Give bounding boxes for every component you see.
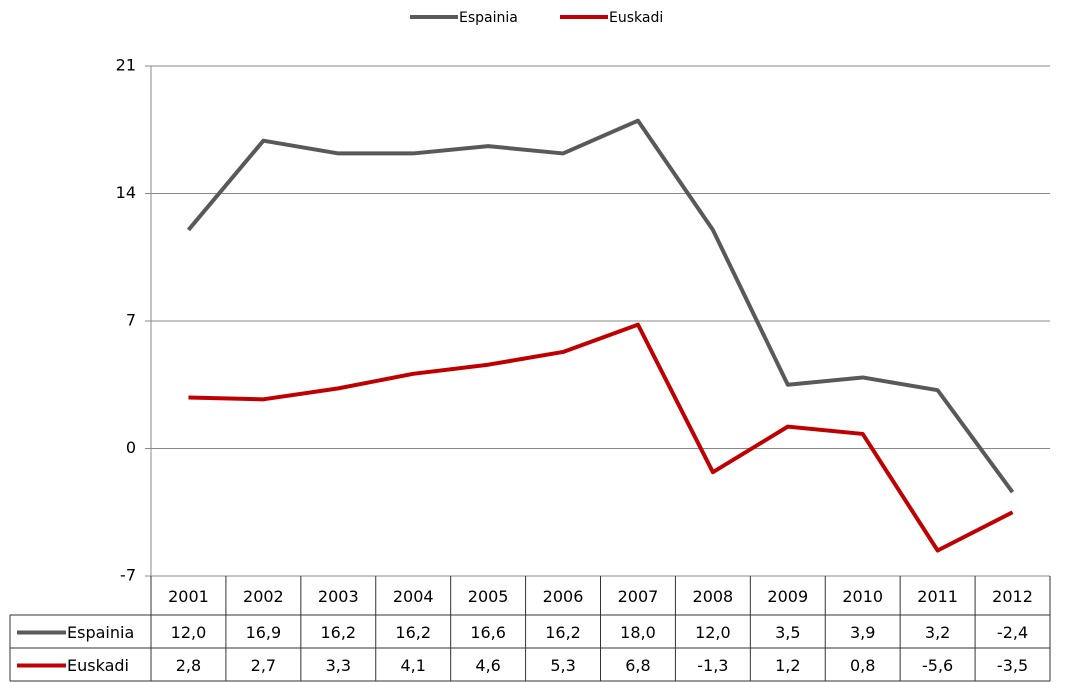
table-value: -1,3 (697, 656, 728, 675)
x-tick-label: 2006 (543, 587, 584, 606)
x-tick-label: 2004 (393, 587, 434, 606)
table-value: 12,0 (695, 623, 731, 642)
table-value: 12,0 (171, 623, 207, 642)
table-value: 4,6 (475, 656, 500, 675)
x-tick-label: 2005 (468, 587, 509, 606)
table-value: 16,6 (470, 623, 506, 642)
x-tick-label: 2007 (618, 587, 659, 606)
table-value: 2,7 (251, 656, 276, 675)
table-value: 6,8 (625, 656, 650, 675)
series-line (188, 322, 1014, 553)
y-tick-label: 7 (126, 311, 136, 330)
y-tick-label: 21 (116, 56, 136, 75)
table-value: 4,1 (400, 656, 425, 675)
table-value: 18,0 (620, 623, 656, 642)
x-tick-label: 2001 (168, 587, 209, 606)
legend-label: Espainia (459, 10, 518, 26)
series-line (186, 118, 1015, 494)
table-value: 16,2 (545, 623, 581, 642)
y-tick-label: 14 (116, 183, 136, 202)
x-tick-label: 2012 (992, 587, 1033, 606)
y-tick-label: -7 (120, 566, 136, 585)
table-value: 16,2 (395, 623, 431, 642)
table-value: -2,4 (997, 623, 1028, 642)
table-value: 3,5 (775, 623, 800, 642)
table-value: 16,9 (246, 623, 282, 642)
table-value: 2,8 (176, 656, 201, 675)
table-value: 16,2 (320, 623, 356, 642)
y-tick-label: 0 (126, 438, 136, 457)
table-value: 5,3 (550, 656, 575, 675)
x-tick-label: 2009 (767, 587, 808, 606)
table-value: 3,2 (925, 623, 950, 642)
table-value: 3,3 (326, 656, 351, 675)
table-value: 0,8 (850, 656, 875, 675)
table-row-label: Euskadi (67, 656, 129, 675)
legend-label: Euskadi (609, 10, 663, 26)
table-row-label: Espainia (67, 623, 134, 642)
x-tick-label: 2003 (318, 587, 359, 606)
table-value: -5,6 (922, 656, 953, 675)
x-tick-label: 2002 (243, 587, 284, 606)
x-tick-label: 2008 (693, 587, 734, 606)
x-tick-label: 2011 (917, 587, 958, 606)
table-value: -3,5 (997, 656, 1028, 675)
table-value: 1,2 (775, 656, 800, 675)
table-value: 3,9 (850, 623, 875, 642)
x-tick-label: 2010 (842, 587, 883, 606)
